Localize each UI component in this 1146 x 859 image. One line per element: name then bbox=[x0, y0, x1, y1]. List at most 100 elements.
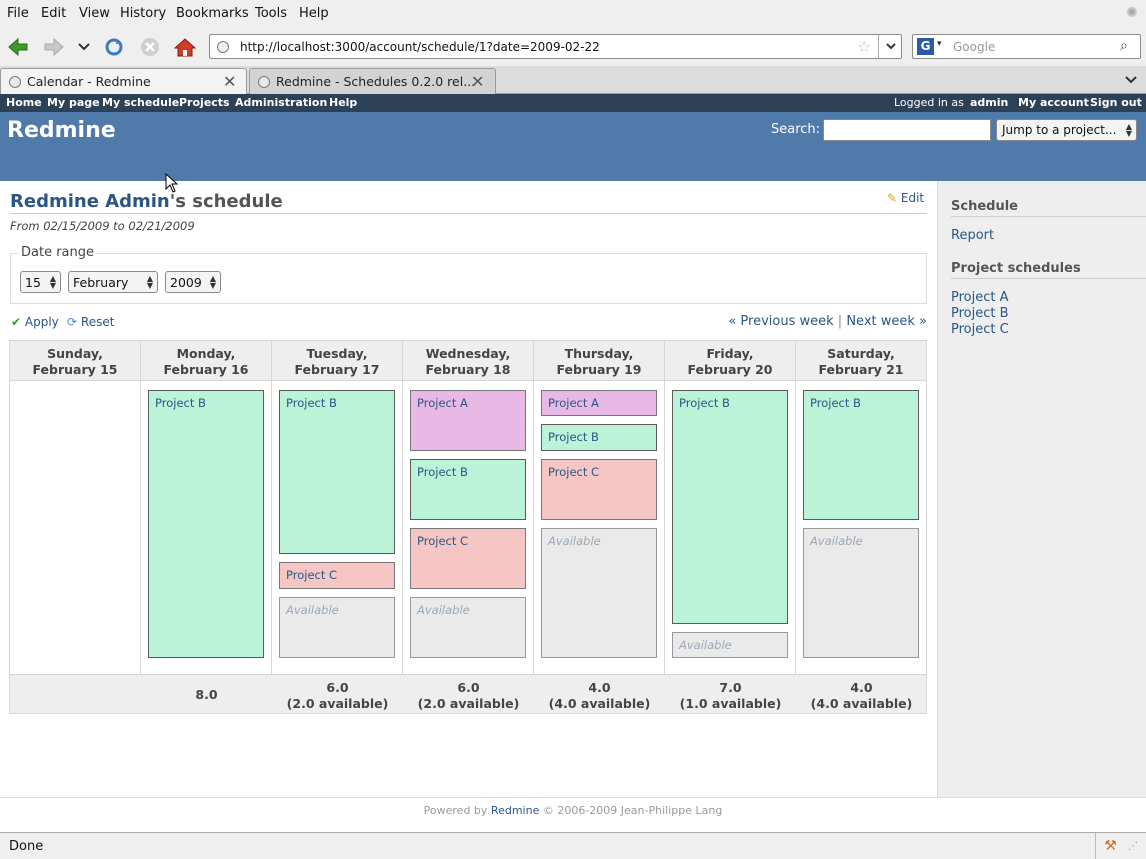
engine-chevron-icon[interactable]: ▾ bbox=[937, 39, 942, 49]
tab-calendar-redmine[interactable]: Calendar - Redmine ✕ bbox=[0, 68, 247, 95]
chevron-down-icon bbox=[885, 43, 896, 50]
footer: Powered by Redmine © 2006-2009 Jean-Phil… bbox=[0, 797, 1146, 832]
month-select[interactable]: February ▲ ▼ bbox=[68, 271, 158, 293]
resize-grip-icon[interactable]: ⋰ bbox=[1128, 841, 1138, 852]
day-select-value: 15 bbox=[25, 275, 41, 290]
sidebar-divider bbox=[951, 278, 1146, 279]
mouse-cursor-icon bbox=[165, 173, 179, 193]
sidebar-link-report[interactable]: Report bbox=[951, 228, 995, 243]
menu-edit[interactable]: Edit bbox=[41, 6, 67, 21]
sidebar-link-project-b[interactable]: Project B bbox=[951, 306, 1009, 321]
schedule-block-project-b[interactable]: Project B bbox=[410, 459, 526, 520]
schedule-block-project-a[interactable]: Project A bbox=[410, 390, 526, 451]
list-all-tabs-button[interactable] bbox=[1125, 73, 1137, 87]
user-link[interactable]: Redmine Admin bbox=[10, 191, 170, 212]
schedule-block-project-b[interactable]: Project B bbox=[148, 390, 264, 658]
previous-week-link[interactable]: « Previous week bbox=[728, 314, 834, 329]
back-button[interactable] bbox=[7, 36, 29, 58]
favicon-icon bbox=[9, 76, 21, 88]
day-header-monday: Monday, February 16 bbox=[141, 341, 272, 381]
site-identity-icon[interactable] bbox=[217, 41, 229, 53]
schedule-block-project-c[interactable]: Project C bbox=[410, 528, 526, 589]
forward-button[interactable] bbox=[43, 36, 65, 58]
header: Redmine Search: Jump to a project... ▲ ▼ bbox=[0, 112, 1146, 181]
menu-tools[interactable]: Tools bbox=[255, 6, 288, 21]
topmenu-sign-out[interactable]: Sign out bbox=[1090, 96, 1142, 109]
topmenu-my-account[interactable]: My account bbox=[1018, 96, 1089, 109]
web-search-box[interactable]: G ▾ Google ⌕ bbox=[912, 34, 1141, 59]
date-range-text: From 02/15/2009 to 02/21/2009 bbox=[10, 219, 195, 233]
menu-history[interactable]: History bbox=[120, 6, 167, 21]
available-block: Available bbox=[541, 528, 657, 658]
main-content: Redmine Admin's schedule ✎ Edit From 02/… bbox=[0, 181, 937, 797]
available-block: Available bbox=[410, 597, 526, 658]
stop-icon bbox=[141, 38, 159, 56]
addon-icon[interactable]: ⚒ bbox=[1095, 833, 1125, 859]
favicon-icon bbox=[258, 76, 270, 88]
throbber-icon: ✺ bbox=[1126, 5, 1138, 21]
topmenu-my-page[interactable]: My page bbox=[47, 96, 100, 109]
google-engine-icon[interactable]: G bbox=[917, 38, 934, 55]
checkmark-icon: ✔ bbox=[11, 315, 22, 329]
topmenu-my-schedule[interactable]: My schedule bbox=[102, 96, 180, 109]
home-button[interactable] bbox=[174, 36, 196, 58]
title-divider bbox=[10, 213, 927, 214]
page-title: Redmine Admin's schedule bbox=[10, 191, 283, 212]
schedule-calendar: Sunday, February 15 Monday, February 16 Tu… bbox=[9, 340, 927, 714]
total-saturday: 4.0 (4.0 available) bbox=[810, 680, 913, 711]
footer-redmine-link[interactable]: Redmine bbox=[490, 804, 540, 817]
topmenu-administration[interactable]: Administration bbox=[235, 96, 328, 109]
logged-in-user[interactable]: admin bbox=[970, 96, 1009, 109]
url-text: http://localhost:3000/account/schedule/1… bbox=[240, 40, 600, 54]
stop-button[interactable] bbox=[139, 36, 161, 58]
logged-in-label: Logged in as bbox=[894, 96, 964, 109]
total-friday: 7.0 (1.0 available) bbox=[679, 680, 782, 711]
day-select[interactable]: 15 ▲ ▼ bbox=[20, 271, 61, 293]
day-header-sunday: Sunday, February 15 bbox=[10, 341, 141, 381]
day-header-thursday: Thursday, February 19 bbox=[534, 341, 665, 381]
menu-help[interactable]: Help bbox=[299, 6, 329, 21]
jump-to-project-label: Jump to a project... bbox=[1002, 123, 1117, 137]
menu-view[interactable]: View bbox=[79, 6, 110, 21]
topmenu-home[interactable]: Home bbox=[6, 96, 42, 109]
history-dropdown-button[interactable] bbox=[74, 36, 94, 58]
select-arrows-icon: ▲ ▼ bbox=[146, 274, 153, 290]
apply-label: Apply bbox=[24, 315, 59, 329]
topmenu-help[interactable]: Help bbox=[329, 96, 358, 109]
next-week-link[interactable]: Next week » bbox=[846, 314, 927, 329]
magnifier-icon[interactable]: ⌕ bbox=[1120, 38, 1128, 54]
schedule-block-project-c[interactable]: Project C bbox=[279, 562, 395, 589]
page-title-suffix: 's schedule bbox=[169, 191, 283, 212]
sidebar-link-project-c[interactable]: Project C bbox=[951, 322, 1009, 337]
search-label: Search: bbox=[771, 122, 821, 137]
schedule-block-project-b[interactable]: Project B bbox=[541, 424, 657, 451]
apply-button[interactable]: ✔ Apply bbox=[11, 315, 59, 329]
topmenu-projects[interactable]: Projects bbox=[179, 96, 230, 109]
schedule-block-project-b[interactable]: Project B bbox=[279, 390, 395, 554]
menu-bookmarks[interactable]: Bookmarks bbox=[176, 6, 249, 21]
schedule-block-project-b[interactable]: Project B bbox=[672, 390, 788, 624]
close-tab-icon[interactable]: ✕ bbox=[223, 72, 237, 91]
bookmark-star-icon[interactable]: ☆ bbox=[857, 37, 872, 56]
schedule-block-project-c[interactable]: Project C bbox=[541, 459, 657, 520]
schedule-block-project-b[interactable]: Project B bbox=[803, 390, 919, 520]
menu-file[interactable]: File bbox=[7, 6, 29, 21]
schedule-block-project-a[interactable]: Project A bbox=[541, 390, 657, 416]
url-dropdown-button[interactable] bbox=[878, 35, 902, 58]
reload-button[interactable] bbox=[103, 36, 125, 58]
day-header-wednesday: Wednesday, February 18 bbox=[403, 341, 534, 381]
close-tab-icon[interactable]: ✕ bbox=[471, 72, 485, 91]
chevron-down-icon bbox=[78, 43, 90, 51]
year-select[interactable]: 2009 ▲ ▼ bbox=[165, 271, 221, 293]
edit-link[interactable]: ✎ Edit bbox=[887, 191, 924, 205]
day-header-tuesday: Tuesday, February 17 bbox=[272, 341, 403, 381]
tab-schedules-release[interactable]: Redmine - Schedules 0.2.0 rel... ✕ bbox=[249, 68, 496, 94]
jump-to-project-select[interactable]: Jump to a project... ▲ ▼ bbox=[996, 119, 1137, 141]
search-input[interactable] bbox=[823, 119, 991, 141]
sidebar-link-project-a[interactable]: Project A bbox=[951, 290, 1009, 305]
footer-powered-by: Powered by bbox=[423, 804, 488, 817]
url-bar[interactable]: http://localhost:3000/account/schedule/1… bbox=[209, 34, 902, 59]
pencil-icon: ✎ bbox=[887, 191, 898, 205]
tab-bar: Calendar - Redmine ✕ Redmine - Schedules… bbox=[0, 66, 1146, 95]
reset-button[interactable]: ⟳ Reset bbox=[67, 315, 114, 329]
